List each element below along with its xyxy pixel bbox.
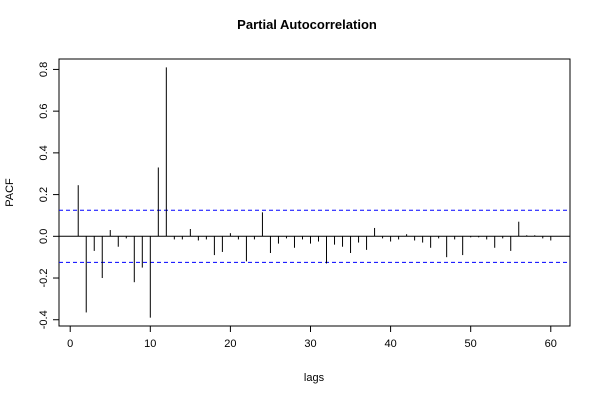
y-tick-label: -0.4 [38,310,50,329]
x-tick-label: 60 [545,338,557,350]
y-axis: -0.4 -0.2 0.0 0.2 0.4 0.6 0.8 [38,62,59,329]
x-tick-label: 40 [384,338,396,350]
x-axis-label: lags [304,372,325,384]
y-tick-label: -0.2 [38,269,50,288]
y-tick-label: 0.8 [38,62,50,77]
pacf-bars [77,67,552,318]
y-tick-label: 0.4 [38,145,50,160]
x-tick-label: 20 [224,338,236,350]
y-axis-label: PACF [4,178,16,207]
x-axis: 0 10 20 30 40 50 60 [67,326,557,350]
x-tick-label: 0 [67,338,73,350]
y-tick-label: 0.2 [38,187,50,202]
plot-frame [58,58,571,327]
x-tick-label: 10 [144,338,156,350]
x-tick-label: 50 [465,338,477,350]
x-tick-label: 30 [304,338,316,350]
chart-title: Partial Autocorrelation [237,17,377,32]
y-tick-label: 0.0 [38,229,50,244]
y-tick-label: 0.6 [38,104,50,119]
